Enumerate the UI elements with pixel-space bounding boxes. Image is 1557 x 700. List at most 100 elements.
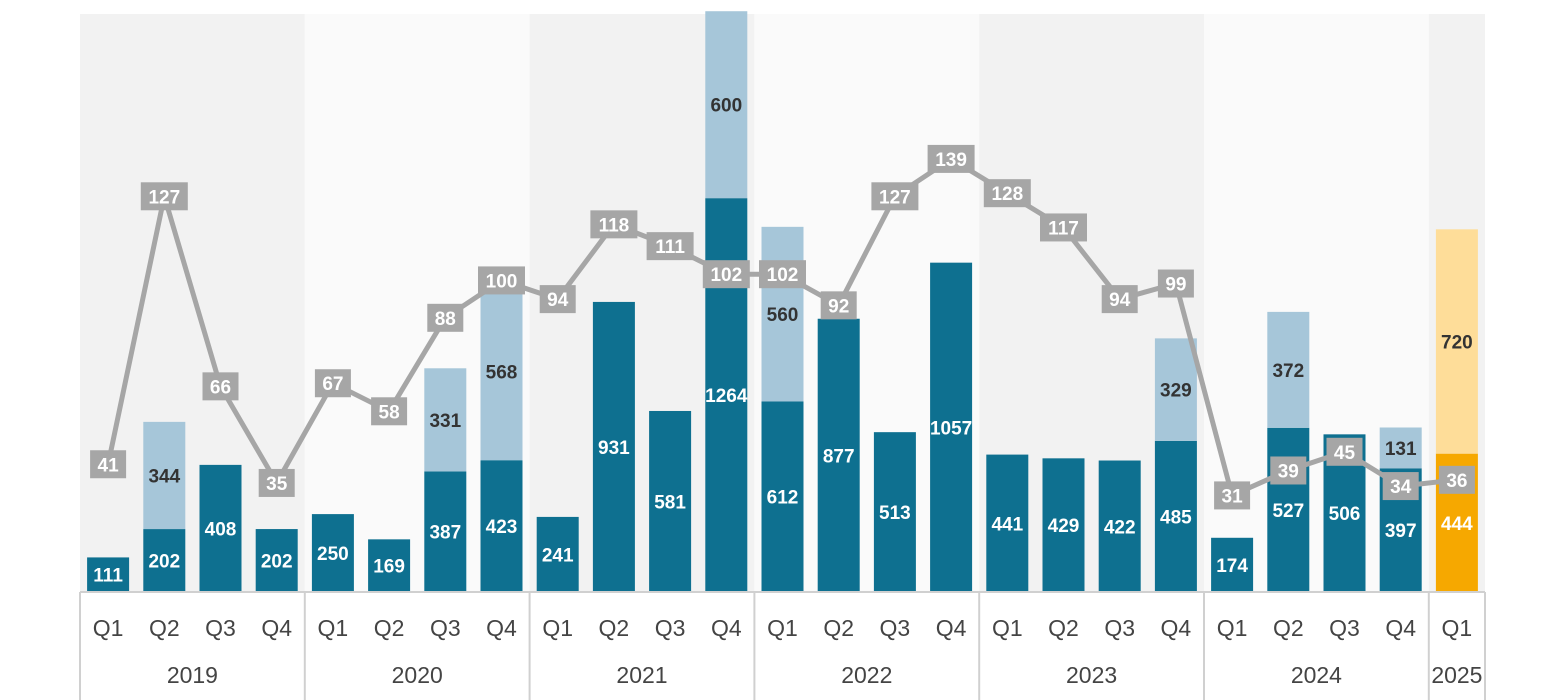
bar-secondary-label-24: 720 — [1441, 332, 1473, 353]
x-tick-label-5: Q2 — [374, 615, 405, 641]
line-point-17 — [1040, 213, 1087, 242]
line-point-16 — [983, 179, 1031, 208]
bar-primary-label-7: 423 — [486, 517, 518, 538]
bar-primary-label-13: 877 — [823, 446, 855, 467]
line-label-2: 66 — [210, 377, 231, 398]
line-label-3: 35 — [266, 474, 288, 495]
line-point-1 — [140, 182, 188, 211]
x-tick-label-2: Q3 — [205, 615, 236, 641]
line-label-0: 41 — [98, 455, 120, 476]
line-point-13 — [820, 291, 857, 320]
line-label-23: 34 — [1390, 477, 1412, 498]
line-point-24 — [1438, 465, 1475, 494]
x-tick-label-15: Q4 — [936, 615, 967, 641]
x-tick-label-11: Q4 — [711, 615, 742, 641]
line-point-9 — [590, 210, 638, 239]
line-label-15: 139 — [935, 150, 967, 171]
bar-primary-9 — [592, 301, 635, 592]
year-label-2020: 2020 — [392, 662, 443, 688]
line-label-6: 88 — [435, 309, 456, 330]
bar-primary-13 — [817, 318, 860, 592]
bar-primary-20 — [1211, 537, 1254, 592]
line-point-14 — [871, 182, 919, 211]
x-tick-label-24: Q1 — [1442, 615, 1473, 641]
line-point-2 — [202, 372, 239, 401]
line-point-12 — [759, 260, 806, 289]
x-tick-label-4: Q1 — [318, 615, 349, 641]
year-label-2021: 2021 — [616, 662, 667, 688]
bar-primary-label-18: 422 — [1104, 517, 1136, 538]
bar-primary-1 — [143, 529, 186, 592]
bar-primary-label-21: 527 — [1272, 501, 1304, 522]
line-label-24: 36 — [1446, 471, 1467, 492]
bar-primary-7 — [480, 460, 523, 592]
line-point-5 — [371, 397, 408, 426]
line-point-21 — [1270, 456, 1307, 485]
year-label-2024: 2024 — [1291, 662, 1342, 688]
line-label-20: 31 — [1222, 486, 1244, 507]
line-point-6 — [427, 303, 464, 332]
bar-secondary-1 — [143, 421, 186, 530]
bar-secondary-label-23: 131 — [1385, 439, 1417, 460]
x-tick-label-16: Q1 — [992, 615, 1023, 641]
bar-primary-label-16: 441 — [991, 514, 1023, 535]
year-label-2023: 2023 — [1066, 662, 1117, 688]
bar-primary-10 — [649, 410, 692, 592]
line-point-11 — [702, 260, 750, 289]
line-label-16: 128 — [991, 184, 1023, 205]
line-point-18 — [1101, 285, 1138, 314]
x-tick-label-10: Q3 — [655, 615, 686, 641]
bar-primary-4 — [311, 514, 354, 592]
bar-primary-label-17: 429 — [1048, 516, 1080, 537]
line-point-3 — [258, 468, 295, 497]
bar-primary-5 — [368, 539, 411, 592]
bar-primary-16 — [986, 454, 1029, 592]
bar-primary-label-19: 485 — [1160, 507, 1192, 528]
bar-secondary-24 — [1435, 229, 1478, 454]
bar-secondary-label-7: 568 — [486, 363, 518, 384]
bar-secondary-6 — [424, 368, 467, 472]
year-label-2022: 2022 — [841, 662, 892, 688]
x-tick-label-6: Q3 — [430, 615, 461, 641]
x-tick-label-13: Q2 — [823, 615, 854, 641]
line-point-4 — [314, 369, 351, 398]
x-tick-label-3: Q4 — [261, 615, 292, 641]
line-point-15 — [927, 144, 975, 173]
line-label-14: 127 — [879, 187, 911, 208]
x-tick-label-1: Q2 — [149, 615, 180, 641]
bar-primary-3 — [255, 529, 298, 592]
line-label-18: 94 — [1109, 290, 1131, 311]
bar-primary-17 — [1042, 458, 1085, 592]
bar-primary-label-6: 387 — [429, 523, 461, 544]
year-band-2019 — [80, 14, 305, 592]
bar-secondary-label-11: 600 — [710, 96, 742, 117]
bar-primary-label-2: 408 — [205, 519, 237, 540]
line-label-9: 118 — [599, 215, 630, 236]
bar-secondary-7 — [480, 283, 523, 461]
bar-primary-label-1: 202 — [148, 552, 180, 573]
bar-primary-12 — [761, 401, 804, 592]
line-point-10 — [646, 232, 694, 261]
bar-primary-0 — [87, 557, 130, 592]
line-label-11: 102 — [710, 265, 742, 286]
bar-secondary-label-6: 331 — [429, 411, 461, 432]
bar-secondary-11 — [705, 11, 748, 199]
bar-secondary-23 — [1379, 427, 1422, 469]
x-tick-label-22: Q3 — [1329, 615, 1360, 641]
bar-secondary-label-19: 329 — [1160, 381, 1192, 402]
bar-primary-label-3: 202 — [261, 552, 293, 573]
x-tick-label-19: Q4 — [1161, 615, 1192, 641]
bar-primary-6 — [424, 471, 467, 592]
bar-primary-label-24: 444 — [1441, 514, 1473, 535]
line-point-7 — [478, 266, 525, 295]
bar-secondary-label-1: 344 — [148, 466, 180, 487]
line-label-5: 58 — [379, 402, 400, 423]
bar-secondary-label-21: 372 — [1272, 361, 1304, 382]
line-point-19 — [1157, 269, 1194, 298]
bar-primary-8 — [536, 516, 579, 592]
x-tick-label-9: Q2 — [599, 615, 630, 641]
line-point-8 — [539, 285, 576, 314]
x-tick-label-21: Q2 — [1273, 615, 1304, 641]
